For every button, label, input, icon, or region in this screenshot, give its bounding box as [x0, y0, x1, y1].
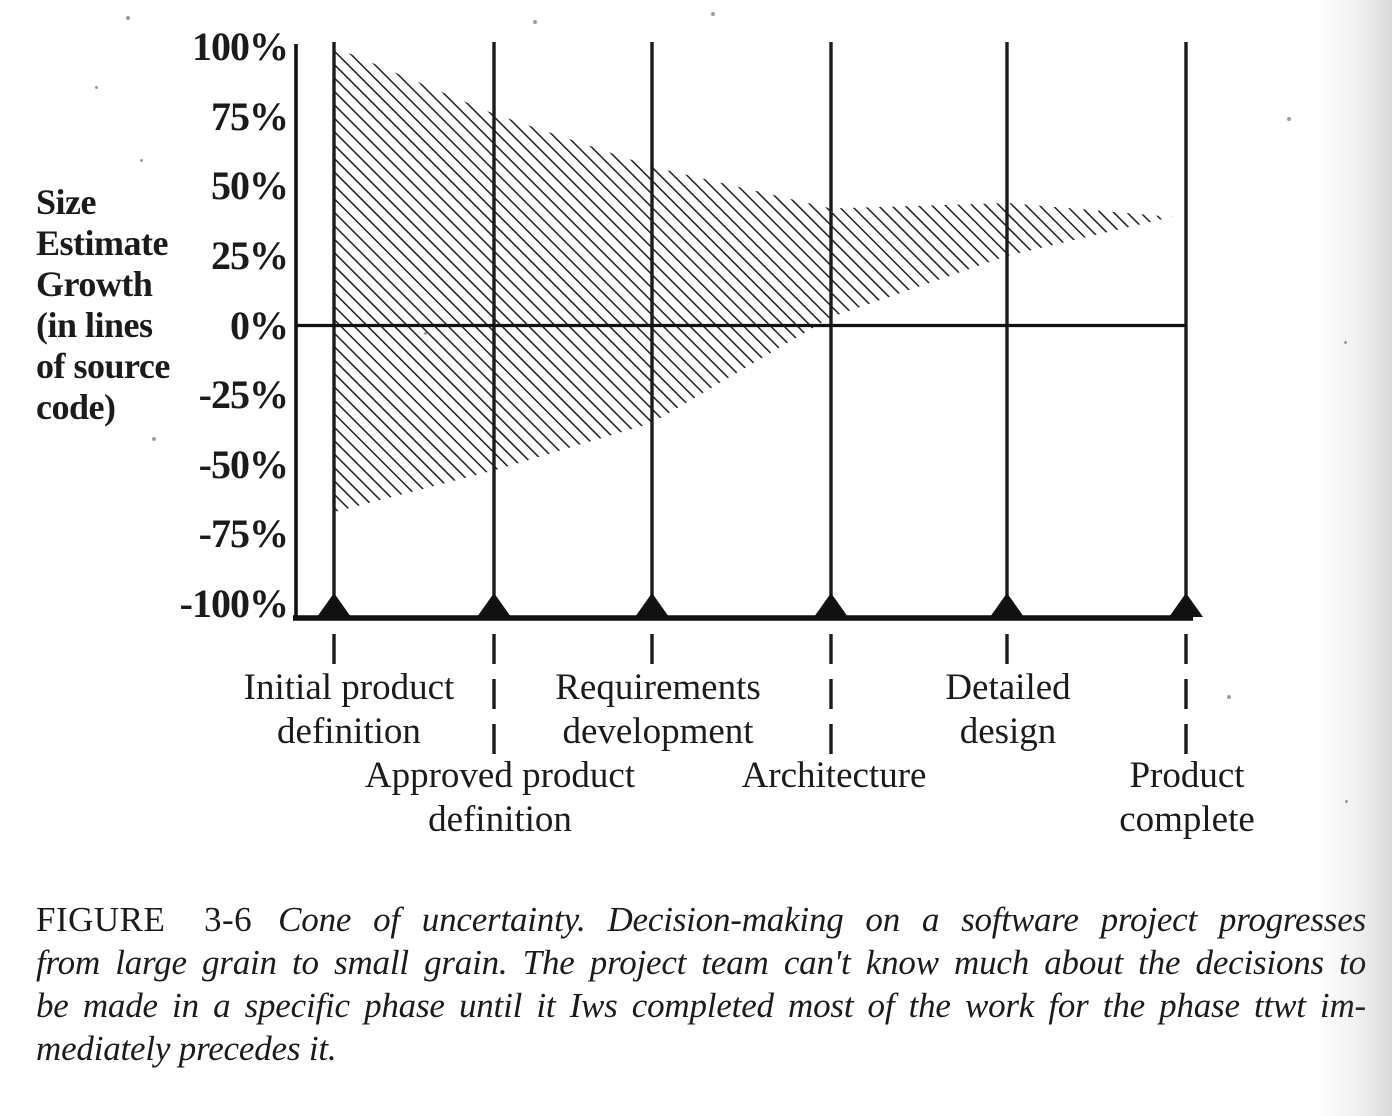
- milestone-marker: [814, 593, 848, 617]
- caption-line-4: mediately precedes it.: [36, 1029, 337, 1068]
- scan-speck: [1345, 800, 1348, 803]
- cone-of-uncertainty-chart: [293, 42, 1203, 756]
- caption-line-3: be made in a specific phase until it Iws…: [36, 986, 1366, 1025]
- milestone-marker: [1169, 593, 1203, 617]
- uncertainty-cone: [334, 47, 1172, 513]
- figure-caption: FIGURE 3-6 Cone of uncertainty. Decision-…: [36, 898, 1366, 1070]
- scan-speck: [533, 20, 537, 24]
- figure-number: FIGURE 3-6: [36, 900, 253, 939]
- caption-line-1: FIGURE 3-6 Cone of uncertainty. Decision-…: [36, 898, 1366, 941]
- milestone-marker: [477, 593, 511, 617]
- caption-text-line-1: Cone of uncertainty. Decision-making on …: [278, 900, 1366, 939]
- caption-line-2: from large grain to small grain. The pro…: [36, 943, 1366, 982]
- scan-speck: [140, 159, 143, 162]
- scan-speck: [95, 86, 98, 89]
- milestone-marker: [635, 593, 669, 617]
- scan-speck: [424, 332, 427, 335]
- scan-speck: [1227, 695, 1231, 699]
- scan-speck: [1344, 341, 1347, 344]
- milestone-marker: [990, 593, 1024, 617]
- y-axis-title: Size Estimate Growth (in lines of source…: [36, 182, 170, 427]
- scan-speck: [711, 12, 715, 16]
- milestone-marker: [317, 593, 351, 617]
- scan-speck: [1287, 117, 1291, 121]
- scan-speck: [152, 437, 156, 441]
- scan-speck: [126, 16, 130, 20]
